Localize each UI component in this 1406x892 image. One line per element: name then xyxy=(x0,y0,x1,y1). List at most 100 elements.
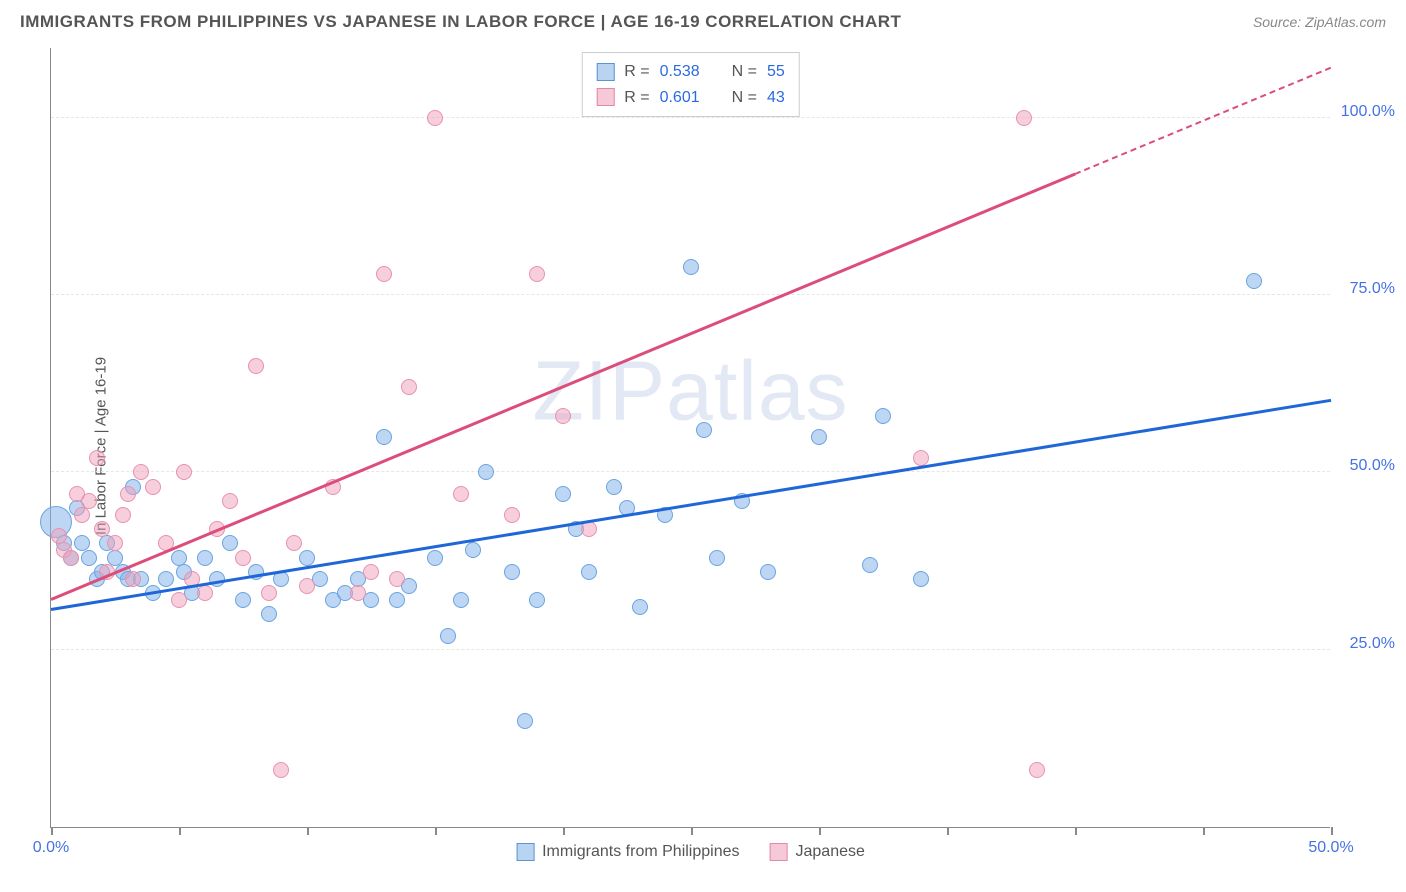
series-legend: Immigrants from Philippines Japanese xyxy=(516,843,865,861)
data-point xyxy=(913,571,929,587)
data-point xyxy=(581,564,597,580)
grid-line xyxy=(51,294,1330,295)
grid-line xyxy=(51,117,1330,118)
chart-header: IMMIGRANTS FROM PHILIPPINES VS JAPANESE … xyxy=(20,12,1386,32)
data-point xyxy=(133,464,149,480)
data-point xyxy=(125,571,141,587)
data-point xyxy=(389,571,405,587)
data-point xyxy=(63,550,79,566)
data-point xyxy=(696,422,712,438)
trend-line xyxy=(1075,66,1332,174)
x-tick xyxy=(51,827,53,835)
data-point xyxy=(376,429,392,445)
data-point xyxy=(811,429,827,445)
data-point xyxy=(632,599,648,615)
x-tick xyxy=(1203,827,1205,835)
data-point xyxy=(504,564,520,580)
chart-title: IMMIGRANTS FROM PHILIPPINES VS JAPANESE … xyxy=(20,12,901,32)
data-point xyxy=(529,266,545,282)
data-point xyxy=(261,606,277,622)
watermark: ZIPatlas xyxy=(532,342,848,439)
legend-swatch xyxy=(596,88,614,106)
grid-line xyxy=(51,471,1330,472)
legend-r-value: 0.601 xyxy=(660,85,700,111)
data-point xyxy=(683,259,699,275)
trend-line xyxy=(51,172,1076,600)
data-point xyxy=(363,564,379,580)
x-tick-label: 0.0% xyxy=(33,839,69,857)
data-point xyxy=(81,493,97,509)
data-point xyxy=(504,507,520,523)
x-tick xyxy=(179,827,181,835)
legend-swatch xyxy=(770,843,788,861)
data-point xyxy=(89,450,105,466)
data-point xyxy=(401,379,417,395)
legend-n-value: 55 xyxy=(767,59,785,85)
x-tick xyxy=(1331,827,1333,835)
x-tick xyxy=(435,827,437,835)
data-point xyxy=(581,521,597,537)
data-point xyxy=(1016,110,1032,126)
legend-series-name: Japanese xyxy=(796,843,865,861)
data-point xyxy=(248,358,264,374)
trend-line xyxy=(51,399,1331,611)
data-point xyxy=(171,592,187,608)
data-point xyxy=(235,592,251,608)
data-point xyxy=(222,535,238,551)
data-point xyxy=(453,486,469,502)
data-point xyxy=(299,578,315,594)
y-tick-label: 25.0% xyxy=(1335,635,1395,653)
legend-n-label: N = xyxy=(732,85,757,111)
data-point xyxy=(81,550,97,566)
legend-r-label: R = xyxy=(624,59,649,85)
data-point xyxy=(197,550,213,566)
correlation-legend: R =0.538N =55R =0.601N =43 xyxy=(581,52,800,117)
x-tick xyxy=(691,827,693,835)
data-point xyxy=(286,535,302,551)
data-point xyxy=(197,585,213,601)
legend-r-value: 0.538 xyxy=(660,59,700,85)
legend-n-value: 43 xyxy=(767,85,785,111)
data-point xyxy=(115,507,131,523)
y-tick-label: 100.0% xyxy=(1335,103,1395,121)
data-point xyxy=(427,550,443,566)
x-tick xyxy=(947,827,949,835)
data-point xyxy=(529,592,545,608)
data-point xyxy=(158,571,174,587)
data-point xyxy=(440,628,456,644)
data-point xyxy=(875,408,891,424)
source-attribution: Source: ZipAtlas.com xyxy=(1253,14,1386,30)
data-point xyxy=(376,266,392,282)
x-tick-label: 50.0% xyxy=(1308,839,1353,857)
legend-swatch xyxy=(596,63,614,81)
grid-line xyxy=(51,649,1330,650)
data-point xyxy=(478,464,494,480)
data-point xyxy=(222,493,238,509)
data-point xyxy=(120,486,136,502)
data-point xyxy=(235,550,251,566)
data-point xyxy=(760,564,776,580)
data-point xyxy=(176,464,192,480)
data-point xyxy=(465,542,481,558)
y-tick-label: 50.0% xyxy=(1335,457,1395,475)
data-point xyxy=(517,713,533,729)
data-point xyxy=(145,479,161,495)
x-tick xyxy=(819,827,821,835)
data-point xyxy=(261,585,277,601)
data-point xyxy=(350,585,366,601)
data-point xyxy=(709,550,725,566)
legend-item: Japanese xyxy=(770,843,865,861)
data-point xyxy=(453,592,469,608)
data-point xyxy=(1029,762,1045,778)
data-point xyxy=(555,408,571,424)
scatter-plot-area: ZIPatlas R =0.538N =55R =0.601N =43 Immi… xyxy=(50,48,1330,828)
x-tick xyxy=(1075,827,1077,835)
legend-item: Immigrants from Philippines xyxy=(516,843,739,861)
data-point xyxy=(273,762,289,778)
data-point xyxy=(555,486,571,502)
x-tick xyxy=(563,827,565,835)
legend-row: R =0.538N =55 xyxy=(596,59,785,85)
data-point xyxy=(94,521,110,537)
data-point xyxy=(107,535,123,551)
y-tick-label: 75.0% xyxy=(1335,280,1395,298)
